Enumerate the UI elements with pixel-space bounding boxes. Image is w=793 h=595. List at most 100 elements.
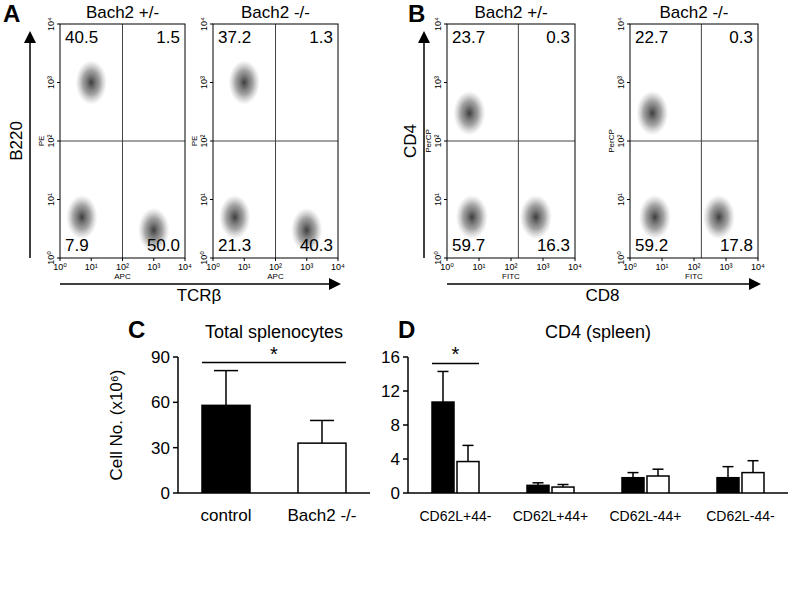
- tick: [403, 492, 408, 494]
- tick: [275, 258, 276, 261]
- tick: [173, 356, 178, 358]
- error-line: [225, 371, 227, 406]
- tick-label: 10³: [536, 262, 549, 272]
- plot-area: [447, 24, 575, 258]
- tick: [575, 258, 576, 261]
- tick-label: 10¹: [85, 262, 98, 272]
- tick: [153, 258, 154, 261]
- tick-label: 10⁴: [178, 262, 192, 272]
- channel-label: PE: [190, 136, 199, 147]
- quadrant-percent: 22.7: [635, 28, 668, 47]
- bar: [622, 478, 644, 493]
- tick: [627, 258, 630, 259]
- tick-label: 10²: [616, 134, 626, 147]
- gate-line: [213, 141, 338, 142]
- axis-title: B220: [7, 121, 26, 161]
- tick-label: 10¹: [238, 262, 251, 272]
- error-line: [727, 467, 729, 478]
- bar-chart: DCD4 (spleen)0481216CD62L+44-CD62L+44+CD…: [381, 316, 788, 524]
- tick-label: 10³: [433, 76, 443, 89]
- error-bar: [748, 461, 759, 473]
- tick-label: 10⁰: [46, 251, 56, 265]
- cell-population: [456, 195, 488, 239]
- bar: [742, 473, 764, 493]
- quadrant-percent: 1.3: [309, 28, 333, 47]
- tick: [210, 24, 213, 25]
- tick: [726, 258, 727, 261]
- error-bar: [533, 483, 544, 486]
- plot-area: [213, 24, 338, 258]
- bar-chart: CTotal splenocytes0306090Cell No. (x10⁶)…: [107, 316, 370, 525]
- tick-label: 10²: [116, 262, 129, 272]
- tick: [627, 24, 630, 25]
- error-cap: [310, 420, 334, 422]
- error-bar: [438, 371, 449, 402]
- gate-line: [630, 141, 758, 142]
- bar: [432, 402, 454, 493]
- tick-label: 10³: [719, 262, 732, 272]
- tick: [444, 199, 447, 200]
- tick: [511, 258, 512, 261]
- y-axis: [177, 357, 179, 493]
- plot-title: Bach2 -/-: [660, 3, 729, 22]
- tick-label: 8: [391, 416, 400, 435]
- figure: ABach2 +/-40.51.57.950.010⁰10¹10²10³10⁴A…: [0, 0, 793, 595]
- tick-label: 16: [381, 348, 400, 367]
- bar: [457, 462, 479, 493]
- quadrant-percent: 50.0: [147, 236, 180, 255]
- tick: [758, 258, 759, 261]
- tick-label: 60: [151, 393, 170, 412]
- channel-label: PerCP: [607, 129, 616, 153]
- cell-population: [520, 195, 552, 239]
- tick: [627, 141, 630, 142]
- error-bar: [463, 445, 474, 461]
- tick-label: 10²: [46, 134, 56, 147]
- flow-plot: Bach2 +/-23.70.359.716.310⁰10¹10²10³10⁴F…: [424, 3, 582, 281]
- tick-label: 4: [391, 450, 400, 469]
- tick: [210, 82, 213, 83]
- error-cap: [558, 484, 569, 486]
- tick-label: 10⁴: [751, 262, 765, 272]
- plot-area: [630, 24, 758, 258]
- tick: [444, 82, 447, 83]
- bar: [527, 485, 549, 493]
- tick: [627, 82, 630, 83]
- error-line: [442, 371, 444, 402]
- cell-population: [639, 195, 671, 239]
- bar: [717, 478, 739, 493]
- axis-arrow: [60, 283, 338, 285]
- tick-label: 0: [391, 484, 400, 503]
- error-cap: [653, 468, 664, 470]
- category-label: CD62L+44-: [420, 508, 492, 524]
- tick-label: 10¹: [46, 193, 56, 206]
- tick: [173, 447, 178, 449]
- tick-label: 10⁴: [568, 262, 582, 272]
- tick: [57, 82, 60, 83]
- plot-area: [202, 371, 346, 493]
- tick: [57, 258, 60, 259]
- axis-arrow: [423, 34, 425, 258]
- tick: [444, 24, 447, 25]
- tick: [244, 258, 245, 261]
- chart-title: CD4 (spleen): [545, 322, 651, 342]
- tick-label: 10⁴: [199, 17, 209, 31]
- error-bar: [723, 467, 734, 478]
- cell-population: [219, 195, 250, 239]
- tick-label: 10²: [269, 262, 282, 272]
- tick-label: 90: [151, 348, 170, 367]
- error-bar: [653, 469, 664, 476]
- tick-label: 10⁴: [433, 17, 443, 31]
- bar: [298, 443, 346, 493]
- tick: [543, 258, 544, 261]
- quadrant-percent: 37.2: [218, 28, 251, 47]
- tick: [403, 390, 408, 392]
- tick-label: 10³: [46, 76, 56, 89]
- tick-label: 10²: [199, 134, 209, 147]
- quadrant-percent: 7.9: [65, 236, 89, 255]
- tick-label: 10³: [616, 76, 626, 89]
- cell-population: [453, 91, 485, 135]
- chart-title: Total splenocytes: [205, 322, 343, 342]
- tick-label: 10²: [433, 134, 443, 147]
- quadrant-percent: 0.3: [546, 28, 570, 47]
- quadrant-percent: 59.2: [635, 236, 668, 255]
